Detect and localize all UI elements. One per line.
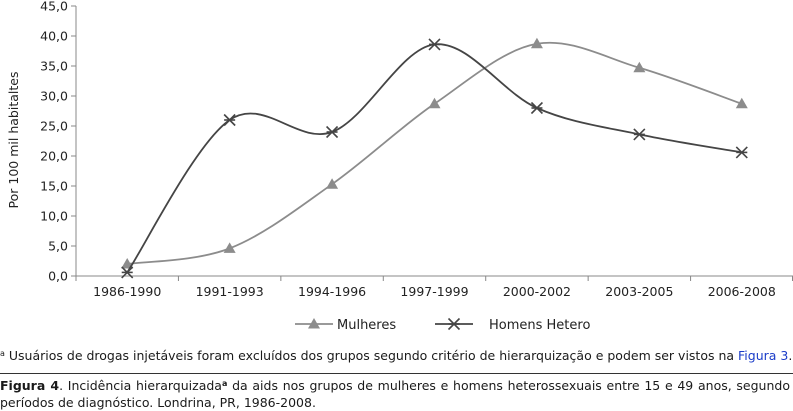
legend-item-homens-hetero: Homens Hetero [435,317,590,333]
y-axis-title: Por 100 mil habitaltes [6,72,21,209]
point-homens-hetero [223,113,236,127]
footnote-end: . [788,348,793,363]
figure-3-link[interactable]: Figura 3 [738,348,789,363]
x-tick-label: 1991-1993 [196,284,264,299]
point-homens-hetero [530,101,543,115]
caption-mark: a [221,379,228,388]
figure-caption: Figura 4. Incidência hierarquizadaa da a… [0,375,790,411]
x-axis: 1986-1990 1991-1993 1994-1996 1997-1999 2000… [75,275,793,299]
footnote-mark: a [0,349,5,358]
point-mulheres [633,61,646,73]
x-tick-label: 2003-2005 [605,284,673,299]
series-line-mulheres [127,41,743,265]
y-tick-label: 20,0 [40,149,68,164]
y-axis: 0,0 5,0 10,0 15,0 20,0 25,0 30,0 35,0 40,0 45,0 [40,0,77,284]
y-tick-label: 30,0 [40,89,68,104]
y-tick-label: 35,0 [40,59,68,74]
point-mulheres [223,242,236,253]
legend: Mulheres Homens Hetero [295,317,590,333]
point-homens-hetero [121,266,134,279]
legend-marker [447,317,461,331]
point-mulheres [530,37,543,49]
line-chart: 0,0 5,0 10,0 15,0 20,0 25,0 30,0 35,0 40,0 45,0 1… [6,0,793,333]
point-homens-hetero [735,146,748,159]
series-layer [121,37,748,279]
point-homens-hetero [326,125,339,139]
series-line-homens-hetero [126,43,742,273]
legend-label: Mulheres [337,318,396,333]
y-tick-label: 45,0 [40,0,68,14]
point-homens-hetero [633,128,646,141]
point-homens-hetero [428,38,441,51]
footnote-text: Usuários de drogas injetáveis foram excl… [8,348,739,363]
footnote: a Usuários de drogas injetáveis foram ex… [0,346,793,364]
y-tick-label: 25,0 [40,119,68,134]
x-tick-label: 1986-1990 [93,284,161,299]
y-tick-label: 15,0 [40,179,68,194]
x-tick-label: 2000-2002 [503,284,571,299]
y-tick-label: 0,0 [48,269,68,284]
caption-label: Figura 4 [0,378,60,393]
y-tick-label: 40,0 [40,29,68,44]
x-tick-label: 2006-2008 [708,284,776,299]
legend-item-mulheres: Mulheres [295,318,396,333]
series-mulheres [121,37,748,269]
point-mulheres [735,97,748,109]
y-tick-label: 5,0 [48,239,68,254]
legend-label: Homens Hetero [489,318,590,333]
legend-marker [308,318,320,329]
series-homens-hetero [121,38,748,279]
x-tick-label: 1997-1999 [400,284,468,299]
caption-divider [0,373,793,374]
x-tick-label: 1994-1996 [298,284,366,299]
y-tick-label: 10,0 [40,209,68,224]
caption-text-b: da aids nos grupos de mulheres e homens … [0,378,790,410]
point-mulheres [121,258,134,269]
caption-text-a: . Incidência hierarquizada [59,378,222,393]
point-mulheres [326,178,339,189]
point-mulheres [428,97,441,109]
